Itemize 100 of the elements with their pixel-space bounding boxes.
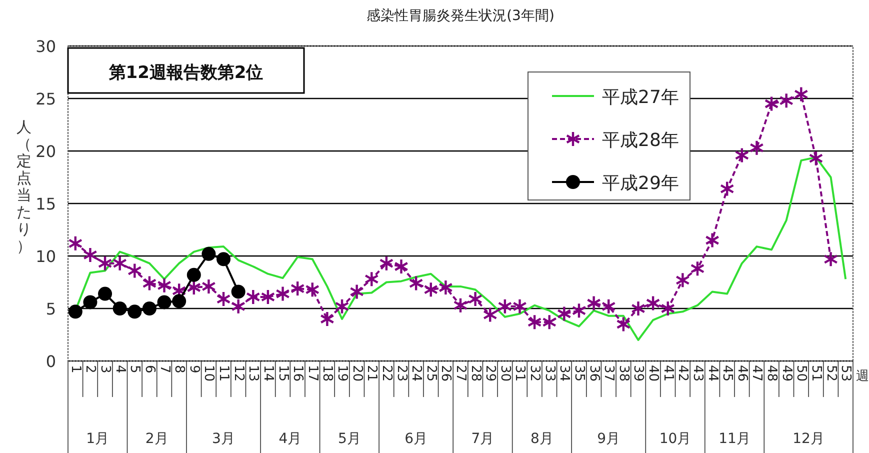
point bbox=[231, 284, 246, 299]
x-tick-label: 28 bbox=[468, 365, 483, 382]
point bbox=[68, 235, 83, 252]
x-tick-label: 53 bbox=[838, 365, 854, 382]
x-tick-label: 47 bbox=[749, 365, 764, 382]
point bbox=[142, 275, 157, 292]
x-tick-label: 20 bbox=[349, 365, 364, 382]
y-tick-label: 25 bbox=[36, 90, 56, 108]
chart-title: 感染性胃腸炎発生状況(3年間) bbox=[366, 8, 554, 24]
point bbox=[98, 255, 112, 272]
y-axis-title: 人（定点当たり） bbox=[16, 118, 32, 255]
point bbox=[764, 96, 779, 112]
y-tick-label: 10 bbox=[36, 247, 56, 266]
point bbox=[320, 310, 334, 328]
x-tick-label: 36 bbox=[586, 365, 602, 382]
legend-label: 平成28年 bbox=[602, 130, 679, 151]
x-tick-label: 52 bbox=[823, 365, 838, 382]
y-tick-label: 30 bbox=[36, 37, 56, 56]
point bbox=[350, 284, 364, 300]
point bbox=[824, 251, 838, 268]
x-tick-label: 31 bbox=[512, 365, 528, 382]
x-tick-label: 21 bbox=[364, 365, 380, 382]
x-tick-label: 16 bbox=[290, 365, 306, 382]
x-tick-label: 39 bbox=[630, 365, 646, 382]
text: 10月 bbox=[659, 431, 692, 447]
point bbox=[750, 140, 764, 156]
point bbox=[260, 288, 276, 306]
x-tick-label: 42 bbox=[675, 365, 690, 382]
text: 7月 bbox=[471, 431, 494, 447]
point bbox=[542, 314, 557, 330]
point bbox=[586, 295, 601, 312]
x-tick-label: 49 bbox=[778, 365, 794, 382]
point bbox=[453, 297, 468, 314]
text: 8月 bbox=[530, 431, 554, 447]
point bbox=[556, 306, 572, 322]
point bbox=[127, 262, 142, 279]
x-tick-label: 34 bbox=[556, 365, 572, 382]
point bbox=[202, 278, 216, 295]
point bbox=[112, 255, 128, 272]
text: 9月 bbox=[597, 431, 620, 447]
text: 12月 bbox=[792, 431, 824, 447]
x-tick-label: 8 bbox=[172, 365, 187, 374]
text: 5月 bbox=[338, 431, 361, 447]
y-tick-label: 0 bbox=[46, 352, 56, 371]
x-tick-label: 40 bbox=[646, 365, 661, 382]
x-tick-label: 51 bbox=[808, 365, 824, 382]
point bbox=[631, 300, 646, 317]
text: 11月 bbox=[718, 431, 750, 447]
x-tick-label: 46 bbox=[734, 365, 750, 382]
x-tick-label: 23 bbox=[394, 365, 409, 382]
x-tick-label: 50 bbox=[794, 365, 809, 382]
x-tick-label: 32 bbox=[527, 365, 542, 382]
point bbox=[424, 282, 438, 298]
x-tick-label: 18 bbox=[320, 365, 335, 382]
x-tick-label: 1 bbox=[68, 365, 83, 374]
x-tick-label: 38 bbox=[616, 365, 631, 382]
legend-label: 平成29年 bbox=[602, 173, 679, 194]
x-tick-label: 25 bbox=[423, 365, 438, 382]
x-tick-label: 24 bbox=[408, 365, 424, 382]
point bbox=[290, 280, 305, 297]
x-tick-label: 2 bbox=[82, 365, 98, 374]
y-tick-label: 5 bbox=[46, 300, 56, 318]
point bbox=[779, 92, 794, 109]
x-tick-label: 11 bbox=[216, 365, 232, 382]
text: 2月 bbox=[145, 431, 168, 447]
x-tick-label: 35 bbox=[571, 365, 586, 382]
point bbox=[601, 298, 616, 314]
point bbox=[112, 302, 127, 316]
point bbox=[128, 304, 142, 319]
x-axis-title: 週 bbox=[856, 369, 869, 384]
point bbox=[83, 246, 98, 264]
point bbox=[705, 232, 720, 248]
point bbox=[794, 86, 808, 102]
point bbox=[186, 268, 201, 282]
x-tick-label: 6 bbox=[142, 365, 157, 374]
point bbox=[83, 295, 98, 310]
text: 3月 bbox=[212, 431, 235, 447]
x-tick-label: 14 bbox=[260, 365, 276, 382]
point bbox=[379, 255, 394, 272]
x-tick-label: 30 bbox=[497, 365, 512, 382]
x-tick-label: 44 bbox=[704, 365, 720, 382]
point bbox=[482, 306, 498, 323]
point bbox=[172, 294, 186, 308]
x-tick-label: 43 bbox=[690, 365, 705, 382]
point bbox=[646, 295, 660, 312]
point bbox=[68, 304, 82, 319]
x-tick-label: 19 bbox=[334, 365, 350, 382]
point bbox=[616, 316, 631, 332]
point bbox=[157, 295, 172, 310]
x-tick-label: 37 bbox=[601, 365, 616, 382]
point bbox=[734, 147, 750, 164]
x-tick-label: 7 bbox=[156, 365, 172, 374]
point bbox=[572, 302, 586, 319]
point bbox=[527, 314, 542, 330]
point bbox=[334, 298, 350, 314]
x-tick-label: 9 bbox=[186, 365, 202, 374]
point bbox=[660, 300, 676, 317]
x-tick-label: 10 bbox=[201, 365, 216, 382]
point bbox=[512, 298, 527, 314]
point bbox=[142, 302, 156, 316]
